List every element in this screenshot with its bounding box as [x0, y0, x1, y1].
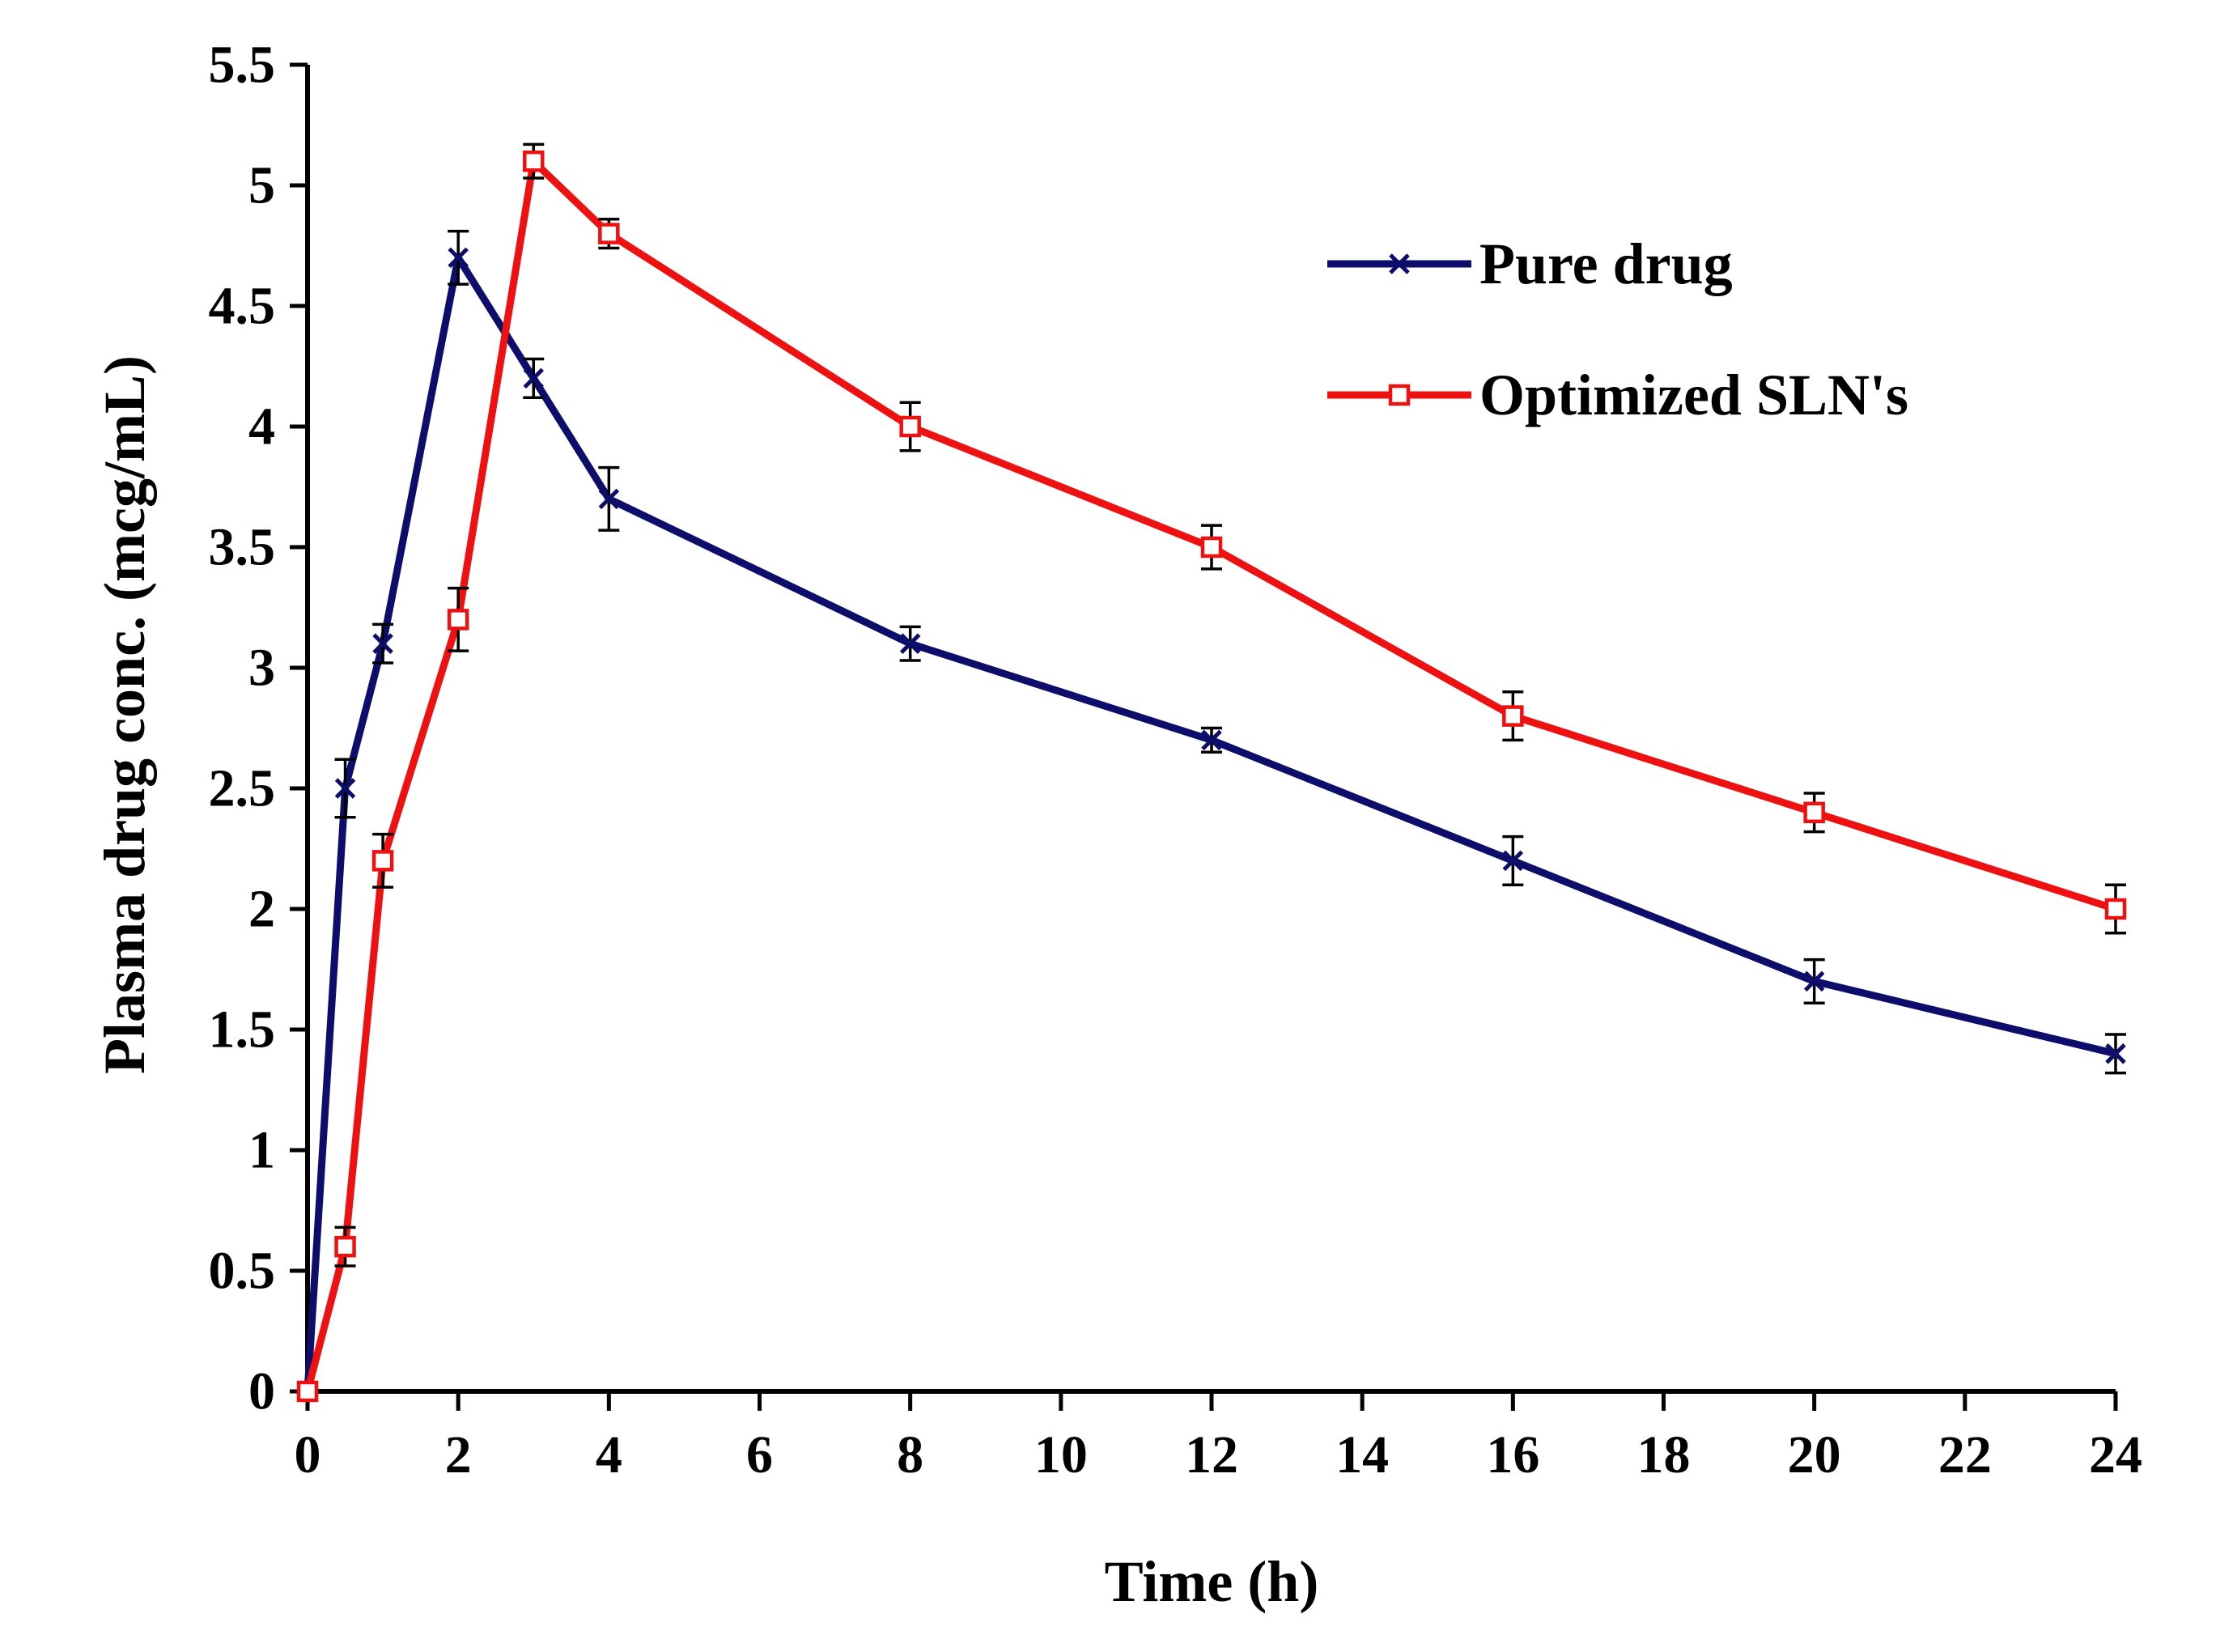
y-tick-label: 0.5	[209, 1242, 276, 1301]
x-tick-label: 20	[1788, 1425, 1841, 1484]
x-tick-label: 18	[1637, 1425, 1691, 1484]
data-point-pure-drug	[1803, 970, 1825, 992]
y-tick-label: 5	[248, 156, 275, 215]
data-point-optimized-sln-s	[899, 415, 921, 438]
y-tick-label: 1	[248, 1121, 275, 1180]
series-layer	[296, 142, 2127, 1403]
x-tick-label: 8	[897, 1425, 923, 1484]
legend-item-pure-drug: Pure drug	[1327, 231, 1733, 296]
data-point-optimized-sln-s	[1803, 801, 1825, 824]
x-axis-ticks: 0 2 4 6 8 10 12 14 16 18 20 22 24	[295, 1391, 2142, 1484]
x-tick-label: 24	[2089, 1425, 2142, 1484]
data-point-pure-drug	[899, 633, 921, 654]
data-point-optimized-sln-s	[1502, 705, 1524, 727]
data-point-optimized-sln-s	[447, 609, 469, 631]
legend-label-optimized-sln-s: Optimized SLN's	[1479, 363, 1908, 427]
x-tick-label: 0	[295, 1425, 321, 1484]
data-point-optimized-sln-s	[1200, 536, 1223, 558]
series-pure-drug	[297, 229, 2126, 1402]
legend-marker-pure-drug	[1389, 253, 1410, 274]
y-tick-label: 5.5	[209, 36, 276, 95]
x-tick-label: 12	[1185, 1425, 1238, 1484]
y-axis-title: Plasma drug conc. (mcg/mL)	[92, 355, 157, 1074]
y-tick-label: 4	[248, 397, 275, 457]
data-point-pure-drug	[372, 633, 393, 654]
y-tick-label: 3	[248, 639, 275, 698]
y-tick-label: 1.5	[209, 1000, 276, 1060]
data-point-optimized-sln-s	[296, 1380, 319, 1403]
data-point-optimized-sln-s	[523, 150, 545, 172]
legend: Pure drug Optimized SLN's	[1327, 231, 1908, 427]
legend-item-optimized-sln-s: Optimized SLN's	[1327, 363, 1908, 427]
series-optimized-sln-s	[296, 142, 2127, 1403]
data-point-optimized-sln-s	[371, 850, 394, 872]
x-tick-label: 10	[1034, 1425, 1088, 1484]
data-point-pure-drug	[598, 488, 620, 510]
data-point-pure-drug	[1201, 729, 1222, 751]
x-tick-label: 2	[445, 1425, 472, 1484]
data-point-pure-drug	[334, 778, 356, 799]
y-axis-ticks: 0 0.5 1 1.5 2 2.5 3 3.5 4 4.5 5 5.5	[209, 36, 308, 1421]
y-tick-label: 2.5	[209, 759, 276, 818]
data-point-optimized-sln-s	[2104, 898, 2127, 920]
x-tick-label: 6	[746, 1425, 773, 1484]
data-point-pure-drug	[2105, 1043, 2126, 1064]
y-tick-label: 2	[248, 880, 275, 939]
y-tick-label: 3.5	[209, 518, 276, 577]
x-tick-label: 4	[596, 1425, 622, 1484]
data-point-optimized-sln-s	[334, 1235, 356, 1258]
legend-label-pure-drug: Pure drug	[1479, 231, 1733, 296]
data-point-optimized-sln-s	[598, 223, 620, 244]
x-tick-label: 16	[1486, 1425, 1539, 1484]
x-axis-title: Time (h)	[1105, 1549, 1319, 1614]
legend-marker-optimized-sln-s	[1388, 384, 1411, 406]
x-tick-label: 22	[1938, 1425, 1992, 1484]
x-tick-label: 14	[1335, 1425, 1389, 1484]
data-point-pure-drug	[523, 367, 545, 389]
y-tick-label: 4.5	[209, 277, 276, 336]
data-point-pure-drug	[448, 247, 469, 269]
data-point-pure-drug	[1502, 850, 1524, 872]
y-tick-label: 0	[248, 1362, 275, 1421]
